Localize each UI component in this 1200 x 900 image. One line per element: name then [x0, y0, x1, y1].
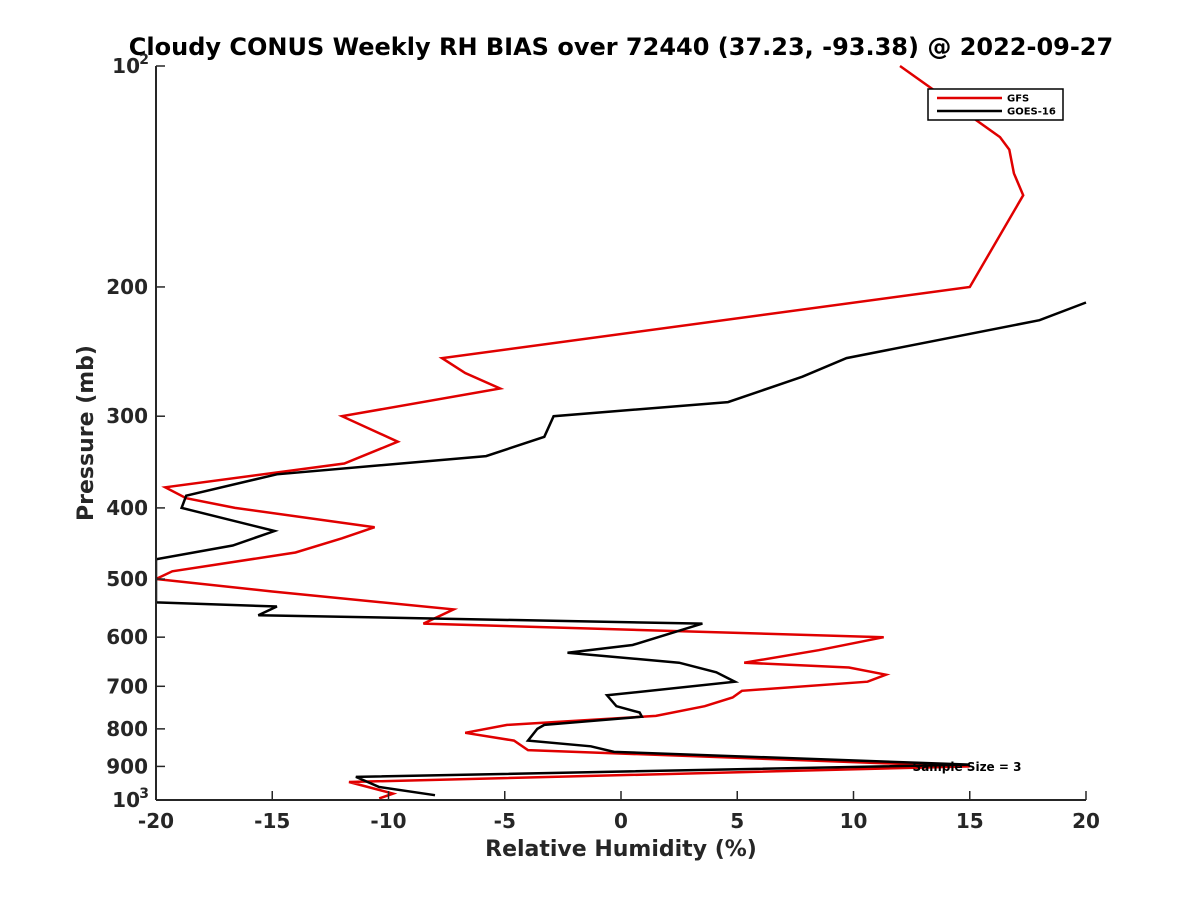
legend-label: GOES-16 — [1007, 107, 1056, 118]
chart-title: Cloudy CONUS Weekly RH BIAS over 72440 (… — [129, 33, 1113, 61]
y-tick-exponent: 2 — [139, 52, 149, 68]
x-tick-label: 0 — [614, 809, 628, 833]
y-axis-title: Pressure (mb) — [74, 345, 99, 521]
x-tick-label: 20 — [1072, 809, 1100, 833]
y-tick-label: 700 — [106, 674, 148, 698]
sample-size-annotation: Sample Size = 3 — [913, 760, 1022, 774]
y-tick-label: 10 — [112, 54, 140, 78]
y-tick-exponent: 3 — [139, 786, 149, 802]
y-tick-label: 200 — [106, 275, 148, 299]
y-tick-label: 800 — [106, 717, 148, 741]
y-tick-label: 600 — [106, 625, 148, 649]
y-tick-label: 10 — [112, 788, 140, 812]
x-tick-label: -5 — [494, 809, 516, 833]
x-tick-label: 15 — [956, 809, 984, 833]
x-tick-label: -15 — [254, 809, 290, 833]
y-tick-label: 400 — [106, 496, 148, 520]
legend: GFS GOES-16 — [927, 88, 1064, 121]
x-tick-label: 5 — [730, 809, 744, 833]
series-line-gfs — [156, 64, 1025, 800]
series-line-goes-16 — [156, 301, 1087, 797]
x-axis-ticks: -20 -15 -10 -5 0 5 10 15 20 — [138, 791, 1100, 833]
legend-box — [927, 88, 1064, 121]
series-layer — [156, 64, 1087, 800]
x-tick-label: -10 — [370, 809, 406, 833]
x-axis-title: Relative Humidity (%) — [485, 837, 757, 862]
y-tick-label: 500 — [106, 567, 148, 591]
y-tick-label: 900 — [106, 754, 148, 778]
x-tick-label: 10 — [840, 809, 868, 833]
y-tick-label: 300 — [106, 404, 148, 428]
x-tick-label: -20 — [138, 809, 174, 833]
legend-label: GFS — [1007, 94, 1029, 105]
